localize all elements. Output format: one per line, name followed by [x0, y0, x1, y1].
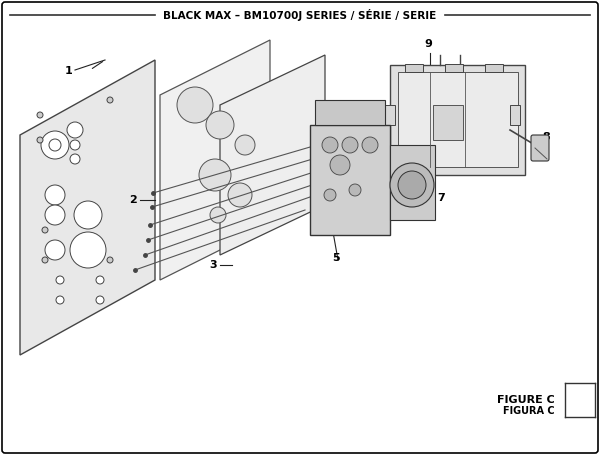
Text: 5: 5: [346, 227, 354, 237]
Circle shape: [41, 131, 69, 159]
Circle shape: [37, 137, 43, 143]
Polygon shape: [160, 40, 270, 280]
Circle shape: [56, 296, 64, 304]
Circle shape: [42, 257, 48, 263]
Text: 1: 1: [64, 66, 72, 76]
Circle shape: [42, 227, 48, 233]
Circle shape: [107, 97, 113, 103]
Circle shape: [362, 137, 378, 153]
FancyBboxPatch shape: [310, 125, 390, 235]
Circle shape: [45, 205, 65, 225]
Polygon shape: [220, 55, 325, 255]
Bar: [405, 64, 423, 72]
Text: FIGURE C: FIGURE C: [497, 395, 555, 405]
Circle shape: [177, 87, 213, 123]
FancyBboxPatch shape: [390, 145, 435, 220]
Text: 9: 9: [424, 39, 432, 49]
Bar: [485, 64, 503, 72]
Bar: [385, 105, 395, 125]
Circle shape: [349, 184, 361, 196]
FancyBboxPatch shape: [531, 135, 549, 161]
Polygon shape: [390, 65, 525, 175]
Circle shape: [330, 155, 350, 175]
Circle shape: [67, 122, 83, 138]
Circle shape: [322, 137, 338, 153]
Circle shape: [70, 140, 80, 150]
Text: 3: 3: [209, 260, 217, 270]
Circle shape: [45, 240, 65, 260]
Text: 8: 8: [542, 132, 550, 142]
Text: 7: 7: [437, 193, 445, 203]
Circle shape: [390, 163, 434, 207]
Bar: [445, 64, 463, 72]
Circle shape: [210, 207, 226, 223]
Circle shape: [56, 276, 64, 284]
Circle shape: [342, 137, 358, 153]
Text: 5: 5: [332, 253, 340, 263]
Text: 2: 2: [129, 195, 137, 205]
Circle shape: [96, 276, 104, 284]
Circle shape: [45, 185, 65, 205]
Text: FIGURA C: FIGURA C: [503, 406, 555, 416]
Circle shape: [206, 111, 234, 139]
Bar: [398, 72, 518, 167]
Text: 4: 4: [309, 189, 317, 199]
Circle shape: [74, 201, 102, 229]
Circle shape: [70, 154, 80, 164]
Text: BLACK MAX – BM10700J SERIES / SÉRIE / SERIE: BLACK MAX – BM10700J SERIES / SÉRIE / SE…: [163, 9, 437, 21]
Bar: [433, 105, 463, 140]
Circle shape: [96, 296, 104, 304]
Circle shape: [324, 189, 336, 201]
FancyBboxPatch shape: [315, 100, 385, 125]
Circle shape: [228, 183, 252, 207]
Circle shape: [107, 257, 113, 263]
Text: 6: 6: [344, 160, 352, 170]
Circle shape: [398, 171, 426, 199]
Circle shape: [235, 135, 255, 155]
Circle shape: [37, 112, 43, 118]
Circle shape: [70, 232, 106, 268]
Circle shape: [49, 139, 61, 151]
Polygon shape: [20, 60, 155, 355]
Circle shape: [199, 159, 231, 191]
Bar: [510, 105, 520, 125]
